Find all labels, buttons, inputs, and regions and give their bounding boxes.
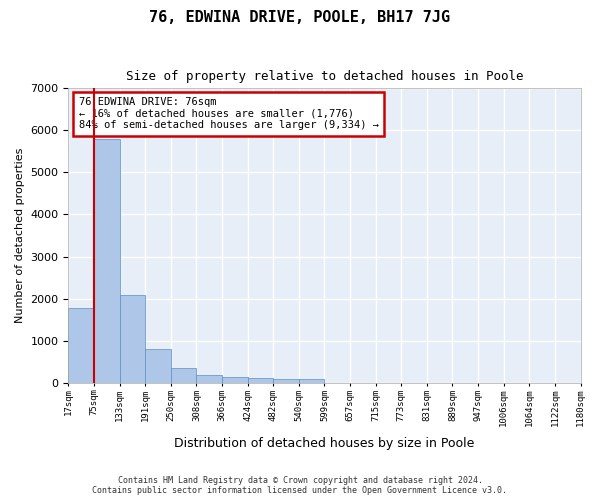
Bar <box>68 308 94 382</box>
Bar <box>171 368 196 382</box>
Bar <box>145 349 171 382</box>
Text: 76, EDWINA DRIVE, POOLE, BH17 7JG: 76, EDWINA DRIVE, POOLE, BH17 7JG <box>149 10 451 25</box>
Bar <box>196 374 222 382</box>
Text: Contains HM Land Registry data © Crown copyright and database right 2024.
Contai: Contains HM Land Registry data © Crown c… <box>92 476 508 495</box>
Bar <box>273 378 299 382</box>
Bar <box>248 378 273 382</box>
X-axis label: Distribution of detached houses by size in Poole: Distribution of detached houses by size … <box>174 437 475 450</box>
Bar <box>222 377 248 382</box>
Text: 76 EDWINA DRIVE: 76sqm
← 16% of detached houses are smaller (1,776)
84% of semi-: 76 EDWINA DRIVE: 76sqm ← 16% of detached… <box>79 97 379 130</box>
Bar <box>299 380 325 382</box>
Y-axis label: Number of detached properties: Number of detached properties <box>15 148 25 323</box>
Bar <box>119 295 145 382</box>
Title: Size of property relative to detached houses in Poole: Size of property relative to detached ho… <box>126 70 523 83</box>
Bar <box>94 139 119 382</box>
